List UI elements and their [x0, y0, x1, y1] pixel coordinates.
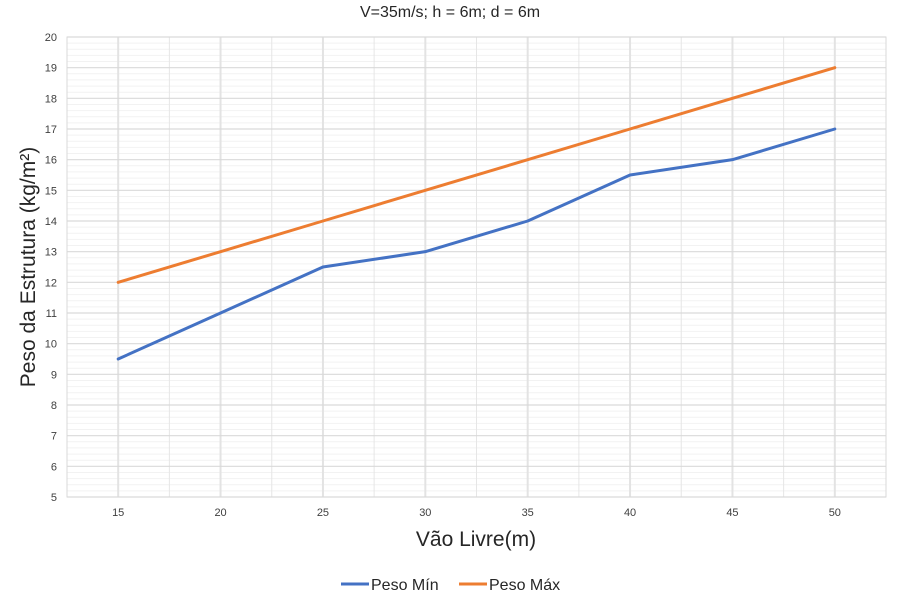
- y-tick-label: 11: [46, 308, 57, 320]
- grid: [66, 36, 887, 498]
- y-tick-labels: 5 6 7 8 9 10 11 12 13 14 15 16 17 18 19 20: [45, 32, 57, 504]
- x-tick-label: 20: [214, 507, 226, 519]
- y-tick-label: 5: [51, 492, 57, 504]
- x-axis-title: Vão Livre(m): [416, 528, 536, 551]
- series-line-peso-m-x: [116, 66, 837, 284]
- x-tick-label: 50: [829, 507, 841, 519]
- x-tick-label: 35: [522, 507, 534, 519]
- y-tick-label: 15: [45, 185, 57, 197]
- series-line-peso-m-n: [116, 127, 837, 361]
- x-tick-label: 40: [624, 507, 636, 519]
- x-tick-label: 25: [317, 507, 329, 519]
- plot-area-border: [66, 36, 887, 498]
- y-tick-label: 6: [51, 461, 57, 473]
- y-tick-label: 8: [51, 400, 57, 412]
- x-tick-label: 15: [112, 507, 124, 519]
- y-tick-label: 9: [51, 369, 57, 381]
- x-tick-labels: 15 20 25 30 35 40 45 50: [112, 507, 841, 519]
- series-lines: [116, 66, 837, 361]
- y-tick-label: 7: [51, 431, 57, 443]
- y-tick-label: 20: [45, 32, 57, 44]
- legend: Peso Mín Peso Máx: [341, 577, 560, 594]
- x-tick-label: 45: [726, 507, 738, 519]
- y-tick-label: 18: [45, 93, 57, 105]
- y-tick-label: 10: [45, 339, 57, 351]
- chart-title: V=35m/s; h = 6m; d = 6m: [360, 4, 540, 21]
- legend-label: Peso Mín: [371, 577, 439, 594]
- y-tick-label: 12: [45, 277, 57, 289]
- y-tick-label: 16: [45, 155, 57, 167]
- x-tick-label: 30: [419, 507, 431, 519]
- y-tick-label: 17: [45, 124, 57, 136]
- y-tick-label: 13: [45, 247, 57, 259]
- y-tick-label: 19: [45, 63, 57, 75]
- y-axis-title: Peso da Estrutura (kg/m²): [17, 147, 40, 387]
- legend-label: Peso Máx: [489, 577, 560, 594]
- y-tick-label: 14: [45, 216, 57, 228]
